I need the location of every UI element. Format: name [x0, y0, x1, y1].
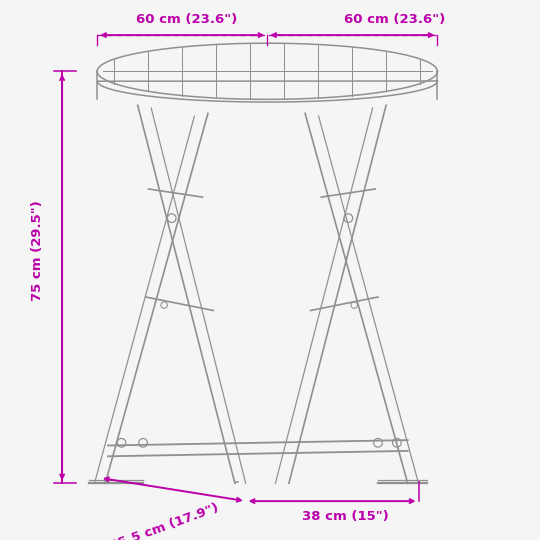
Text: 60 cm (23.6"): 60 cm (23.6") [343, 13, 445, 26]
Text: 38 cm (15"): 38 cm (15") [302, 510, 389, 523]
Text: 60 cm (23.6"): 60 cm (23.6") [136, 13, 237, 26]
Text: 75 cm (29.5"): 75 cm (29.5") [31, 201, 44, 301]
Text: 45,5 cm (17.9"): 45,5 cm (17.9") [109, 501, 221, 540]
